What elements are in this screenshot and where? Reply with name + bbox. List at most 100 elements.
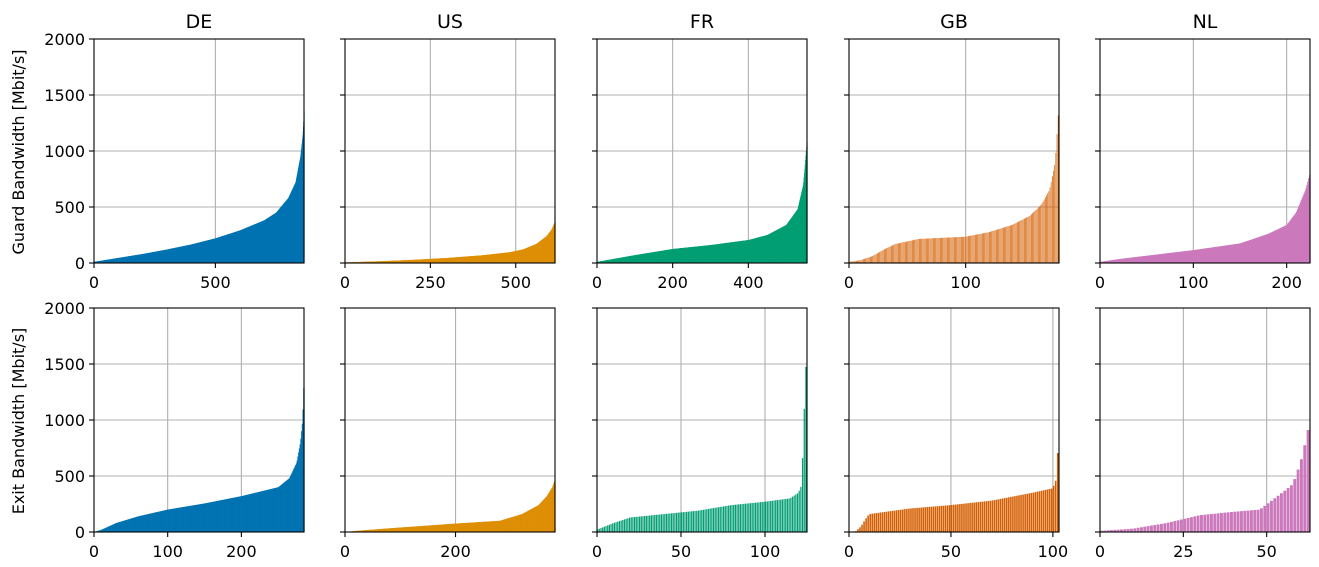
bar <box>205 503 207 532</box>
bar <box>1166 253 1168 263</box>
bar <box>1029 215 1031 263</box>
bar <box>1212 247 1215 263</box>
bar <box>140 515 142 532</box>
bar <box>1305 188 1307 263</box>
bar <box>166 509 168 532</box>
bar <box>127 519 129 532</box>
bar <box>894 244 896 263</box>
bar <box>889 246 891 263</box>
bar <box>1287 223 1290 263</box>
bar <box>968 236 969 263</box>
bar <box>961 503 963 532</box>
bar <box>791 496 794 532</box>
bar <box>1230 512 1233 532</box>
bar <box>169 509 172 532</box>
bar <box>998 229 1000 263</box>
bar <box>148 513 150 532</box>
bar <box>1193 516 1197 532</box>
bar <box>940 505 943 532</box>
bar <box>164 510 167 532</box>
bar <box>262 490 265 532</box>
bar <box>1040 490 1043 532</box>
bar <box>1219 246 1221 263</box>
bar <box>733 504 735 532</box>
bar <box>1100 530 1103 532</box>
bar <box>269 489 271 532</box>
bar <box>113 524 115 532</box>
bar <box>881 250 883 263</box>
bar <box>963 236 965 263</box>
bar <box>717 507 720 532</box>
bar <box>110 525 112 532</box>
bar <box>293 468 296 532</box>
bar <box>1153 525 1157 532</box>
bar <box>934 506 937 532</box>
bar <box>746 503 748 532</box>
bar <box>863 259 864 263</box>
bar <box>874 254 876 263</box>
bar <box>786 498 789 532</box>
bar <box>1176 520 1180 532</box>
bar <box>214 501 217 532</box>
bar <box>969 235 970 263</box>
bar <box>1270 500 1273 532</box>
bar <box>281 484 283 532</box>
bar <box>1260 508 1263 532</box>
bar <box>1263 235 1265 263</box>
bar <box>1226 512 1230 532</box>
bar <box>655 514 658 532</box>
bar <box>965 236 967 263</box>
bar <box>1004 227 1005 263</box>
bar <box>1165 253 1167 263</box>
bar <box>1217 246 1220 263</box>
y-tick-label: 0 <box>75 254 85 273</box>
bar <box>224 499 226 532</box>
bar <box>620 520 622 532</box>
bar <box>1209 247 1211 263</box>
bar <box>940 237 941 263</box>
bar <box>699 510 701 532</box>
bar <box>1043 199 1045 263</box>
bar <box>943 237 945 263</box>
bar <box>1036 491 1039 532</box>
bar <box>654 515 656 532</box>
bar <box>285 480 287 532</box>
bar <box>701 510 703 532</box>
bar <box>1154 254 1156 263</box>
bar <box>232 497 234 532</box>
bar <box>1027 216 1029 263</box>
bars <box>855 453 1059 532</box>
bar <box>215 501 217 532</box>
bar <box>751 503 753 532</box>
bar <box>975 234 976 263</box>
bar <box>893 510 896 532</box>
bar <box>175 508 178 532</box>
bar <box>257 492 259 532</box>
bar <box>930 238 932 263</box>
bar <box>864 258 865 263</box>
bar <box>200 503 203 532</box>
bar <box>1198 249 1200 263</box>
bar <box>1257 237 1260 263</box>
bar <box>1263 505 1267 532</box>
bar <box>851 261 853 263</box>
bar <box>296 460 298 532</box>
bar <box>1100 261 1102 263</box>
bar <box>179 507 181 532</box>
bar <box>1274 230 1277 263</box>
bar <box>912 508 914 532</box>
bar <box>231 498 233 532</box>
bar <box>885 511 888 532</box>
bar <box>298 448 301 532</box>
panel-nl-guard: 0 100 200 NL <box>1095 11 1311 292</box>
bar <box>1152 254 1154 263</box>
bar <box>1224 245 1226 263</box>
bar <box>197 504 199 532</box>
bar <box>912 240 913 263</box>
panel-title: DE <box>186 11 213 33</box>
bar <box>1246 510 1250 532</box>
bar <box>1120 258 1123 263</box>
bar <box>1256 237 1259 263</box>
bar <box>1180 519 1183 532</box>
bar <box>1175 252 1178 263</box>
